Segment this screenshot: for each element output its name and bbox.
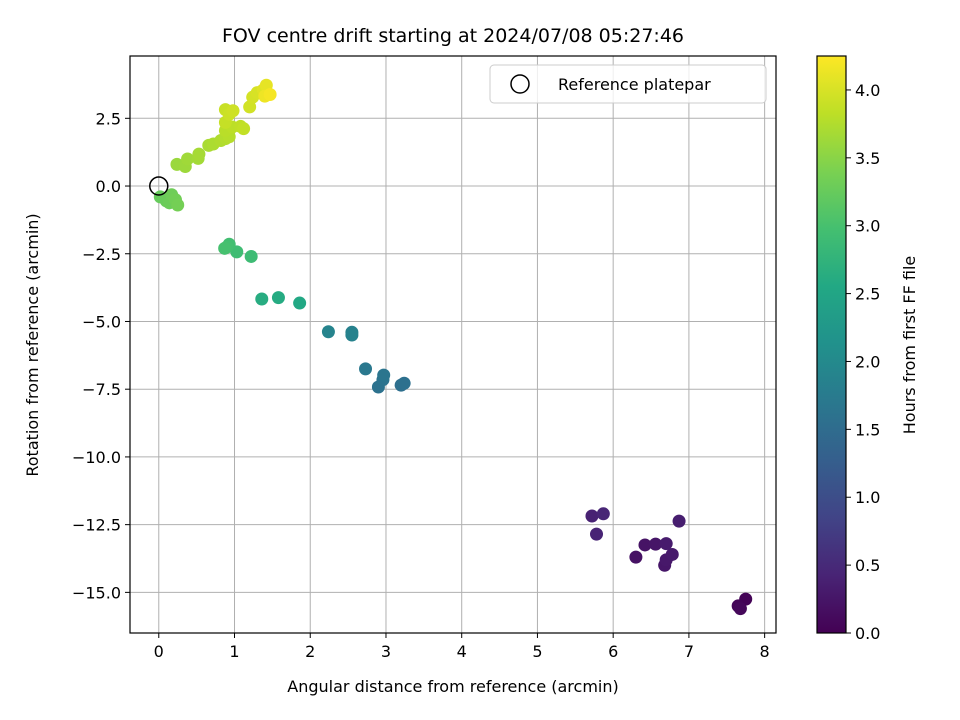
x-axis-label: Angular distance from reference (arcmin) (287, 677, 618, 696)
data-point (649, 537, 663, 551)
data-point (596, 507, 610, 521)
colorbar-tick-label: 2.5 (855, 285, 880, 304)
x-tick-label: 2 (305, 642, 315, 661)
colorbar-tick-label: 3.5 (855, 149, 880, 168)
x-tick-label: 6 (608, 642, 618, 661)
chart-title: FOV centre drift starting at 2024/07/08 … (222, 25, 684, 47)
x-tick-label: 1 (229, 642, 239, 661)
colorbar-tick-label: 3.0 (855, 217, 880, 236)
y-tick-label: −10.0 (72, 448, 121, 467)
data-point (665, 547, 679, 561)
colorbar-tick-label: 2.0 (855, 352, 880, 371)
x-tick-label: 3 (381, 642, 391, 661)
data-point (192, 147, 206, 161)
colorbar-tick-label: 0.0 (855, 624, 880, 643)
plot-frame (129, 55, 777, 634)
y-tick-label: −12.5 (72, 516, 121, 535)
data-point (244, 249, 258, 263)
colorbar-ticks: 0.0 0.5 1.0 1.5 2.0 2.5 3.0 3.5 4.0 (846, 81, 880, 643)
y-tick-label: 0.0 (96, 177, 121, 196)
colorbar (816, 55, 847, 634)
data-point (321, 325, 335, 339)
data-point (255, 292, 269, 306)
data-point (359, 362, 373, 376)
data-point (590, 527, 604, 541)
x-tick-label: 7 (684, 642, 694, 661)
data-point (397, 376, 411, 390)
data-point (659, 537, 673, 551)
data-point (585, 509, 599, 523)
data-point (345, 328, 359, 342)
data-point (638, 538, 652, 552)
data-point (226, 104, 240, 118)
colorbar-tick-label: 0.5 (855, 556, 880, 575)
data-point (263, 87, 277, 101)
y-tick-label: −7.5 (82, 380, 121, 399)
legend-marker (510, 74, 530, 94)
y-tick-label: −2.5 (82, 245, 121, 264)
data-point (243, 100, 257, 114)
data-point (629, 550, 643, 564)
reference-platepar-marker (149, 176, 169, 196)
y-tick-label: 2.5 (96, 109, 121, 128)
data-point (293, 296, 307, 310)
x-tick-label: 5 (532, 642, 542, 661)
x-axis-ticks: 0 1 2 3 4 5 6 7 8 (154, 633, 770, 661)
data-point (271, 291, 285, 305)
x-tick-label: 4 (457, 642, 467, 661)
data-point (218, 241, 232, 255)
colorbar-label: Hours from first FF file (900, 256, 919, 435)
y-axis-ticks: 2.5 0.0 −2.5 −5.0 −7.5 −10.0 −12.5 −15.0 (72, 109, 130, 602)
data-point (377, 368, 391, 382)
colorbar-tick-label: 4.0 (855, 81, 880, 100)
colorbar-tick-label: 1.0 (855, 488, 880, 507)
data-point (237, 122, 251, 136)
colorbar-tick-label: 1.5 (855, 420, 880, 439)
data-point (672, 514, 686, 528)
legend-box (489, 64, 767, 104)
y-tick-label: −5.0 (82, 312, 121, 331)
y-tick-label: −15.0 (72, 583, 121, 602)
x-tick-label: 8 (760, 642, 770, 661)
data-point (181, 152, 195, 166)
legend-label: Reference platepar (558, 75, 711, 94)
data-point (171, 198, 185, 212)
data-point (733, 602, 747, 616)
x-tick-label: 0 (154, 642, 164, 661)
scatter-points (153, 78, 753, 616)
y-axis-label: Rotation from reference (arcmin) (23, 213, 42, 476)
legend: Reference platepar (489, 64, 767, 104)
